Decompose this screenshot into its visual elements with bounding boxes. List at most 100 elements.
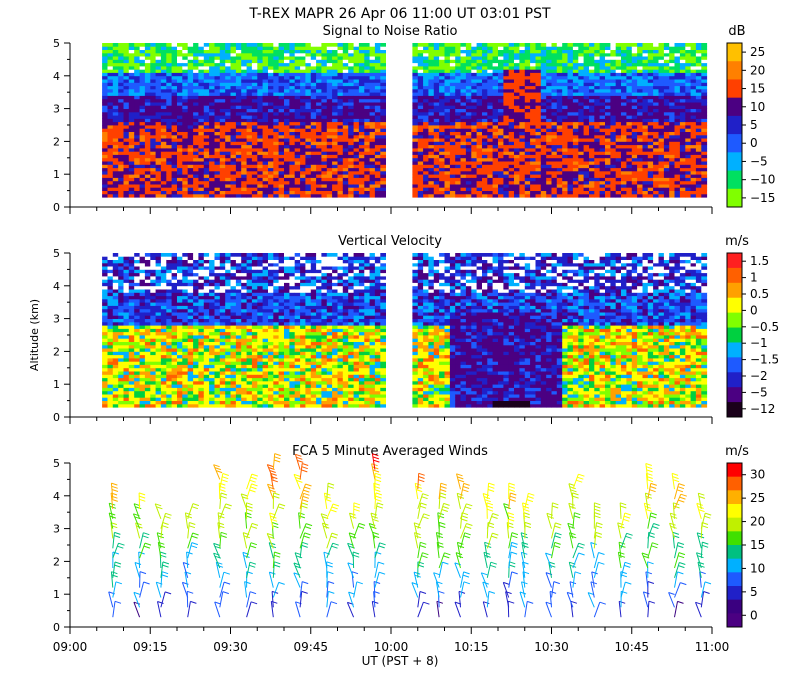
heatmap-cell <box>171 115 178 119</box>
heatmap-cell <box>268 134 274 139</box>
heatmap-cell <box>262 108 269 113</box>
heatmap-cell <box>289 138 296 142</box>
heatmap-cell <box>134 108 140 113</box>
heatmap-cell <box>498 157 504 162</box>
heatmap-cell <box>262 184 269 188</box>
heatmap-cell <box>160 115 167 119</box>
heatmap-cell <box>257 167 264 172</box>
heatmap-cell <box>471 88 477 93</box>
heatmap-cell <box>187 144 194 149</box>
heatmap-cell <box>449 177 456 182</box>
heatmap-cell <box>316 108 322 113</box>
heatmap-cell <box>380 108 386 113</box>
heatmap-cell <box>685 105 692 109</box>
heatmap-cell <box>674 62 681 67</box>
heatmap-cell <box>578 108 585 113</box>
heatmap-cell <box>337 111 344 116</box>
heatmap-cell <box>369 193 376 198</box>
heatmap-cell <box>540 52 547 57</box>
heatmap-cell <box>492 49 499 54</box>
heatmap-cell <box>380 144 386 149</box>
heatmap-cell <box>128 92 135 96</box>
heatmap-cell <box>342 49 349 54</box>
heatmap-cell <box>209 46 215 50</box>
heatmap-cell <box>177 190 183 195</box>
heatmap-cell <box>128 151 135 155</box>
heatmap-cell <box>444 138 451 142</box>
heatmap-cell <box>289 72 296 77</box>
heatmap-cell <box>177 108 183 113</box>
heatmap-cell <box>444 79 451 83</box>
heatmap-cell <box>540 148 547 152</box>
heatmap-cell <box>423 75 429 80</box>
heatmap-cell <box>123 164 130 169</box>
heatmap-cell <box>364 43 371 47</box>
heatmap-cell <box>380 43 386 47</box>
heatmap-cell <box>257 141 264 146</box>
heatmap-cell <box>524 187 531 191</box>
heatmap-cell <box>294 102 301 106</box>
heatmap-cell <box>257 46 264 50</box>
heatmap-cell <box>685 82 692 87</box>
heatmap-cell <box>567 193 574 198</box>
heatmap-cell <box>257 138 264 142</box>
heatmap-cell <box>150 174 156 178</box>
heatmap-cell <box>268 56 274 60</box>
heatmap-cell <box>621 164 627 169</box>
heatmap-cell <box>519 193 526 198</box>
heatmap-cell <box>556 49 563 54</box>
heatmap-cell <box>118 157 124 162</box>
heatmap-cell <box>102 49 108 54</box>
heatmap-cell <box>193 161 199 165</box>
heatmap-cell <box>305 187 312 191</box>
heatmap-cell <box>139 105 146 109</box>
heatmap-cell <box>123 43 130 47</box>
heatmap-cell <box>465 72 472 77</box>
heatmap-cell <box>225 72 231 77</box>
heatmap-cell <box>540 157 547 162</box>
heatmap-cell <box>246 59 253 64</box>
heatmap-cell <box>444 66 451 70</box>
heatmap-cell <box>321 118 328 123</box>
heatmap-cell <box>225 151 231 155</box>
heatmap-cell <box>284 43 290 47</box>
heatmap-cell <box>203 174 210 178</box>
heatmap-cell <box>332 125 338 129</box>
heatmap-cell <box>257 75 264 80</box>
heatmap-cell <box>621 167 627 172</box>
heatmap-cell <box>492 131 499 136</box>
heatmap-cell <box>193 98 199 103</box>
heatmap-cell <box>364 52 371 57</box>
heatmap-cell <box>465 111 472 116</box>
heatmap-cell <box>241 121 247 126</box>
heatmap-cell <box>487 72 493 77</box>
heatmap-cell <box>187 105 194 109</box>
heatmap-cell <box>556 88 563 93</box>
heatmap-cell <box>460 125 467 129</box>
heatmap-cell <box>476 125 483 129</box>
heatmap-cell <box>594 66 601 70</box>
heatmap-cell <box>444 125 451 129</box>
heatmap-cell <box>284 180 290 185</box>
heatmap-cell <box>551 131 558 136</box>
heatmap-cell <box>118 141 124 146</box>
heatmap-cell <box>155 95 162 100</box>
heatmap-cell <box>444 144 451 149</box>
heatmap-cell <box>348 187 354 191</box>
heatmap-cell <box>160 180 167 185</box>
heatmap-cell <box>642 148 649 152</box>
heatmap-cell <box>482 121 488 126</box>
heatmap-cell <box>139 62 146 67</box>
heatmap-cell <box>107 131 114 136</box>
heatmap-cell <box>332 174 338 178</box>
heatmap-cell <box>621 52 627 57</box>
heatmap-cell <box>465 52 472 57</box>
heatmap-cell <box>187 88 194 93</box>
heatmap-cell <box>198 43 205 47</box>
heatmap-cell <box>455 88 461 93</box>
heatmap-cell <box>144 62 151 67</box>
heatmap-cell <box>562 157 568 162</box>
heatmap-cell <box>471 170 477 175</box>
heatmap-cell <box>112 161 119 165</box>
heatmap-cell <box>637 72 643 77</box>
